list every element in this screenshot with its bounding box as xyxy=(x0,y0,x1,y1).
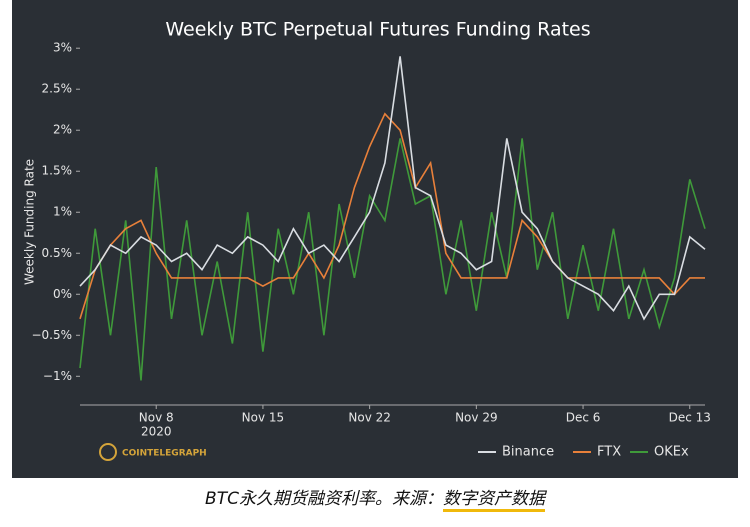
y-tick-label: 1% xyxy=(53,205,72,219)
x-tick-label: Dec 13 xyxy=(669,411,711,425)
x-tick-label: Nov 8 xyxy=(139,411,174,425)
series-line xyxy=(79,56,706,321)
source-label: COINTELEGRAPH xyxy=(122,449,207,459)
y-tick-label: 2% xyxy=(53,123,72,137)
y-tick-label: −0.5% xyxy=(31,328,72,342)
y-tick-label: 3% xyxy=(53,41,72,55)
y-tick-label: 0.5% xyxy=(42,246,73,260)
chart: Weekly BTC Perpetual Futures Funding Rat… xyxy=(12,0,738,478)
y-tick-label: 0% xyxy=(53,287,72,301)
y-tick-label: 1.5% xyxy=(42,164,73,178)
x-year-label: 2020 xyxy=(141,425,172,439)
legend-label: FTX xyxy=(597,445,621,460)
y-tick-label: 2.5% xyxy=(42,82,73,96)
x-tick-label: Nov 22 xyxy=(348,411,391,425)
caption-link[interactable]: 数字资产数据 xyxy=(442,489,545,512)
x-tick-label: Nov 15 xyxy=(242,411,285,425)
caption-text: BTC永久期货融资利率。来源： xyxy=(205,489,443,509)
chart-title: Weekly BTC Perpetual Futures Funding Rat… xyxy=(165,19,590,41)
legend-label: Binance xyxy=(502,445,554,460)
y-axis-label: Weekly Funding Rate xyxy=(23,159,37,285)
legend-label: OKEx xyxy=(654,445,689,460)
x-tick-label: Dec 6 xyxy=(566,411,601,425)
chart-background xyxy=(12,0,738,478)
y-tick-label: −1% xyxy=(43,369,72,383)
x-tick-label: Nov 29 xyxy=(455,411,498,425)
series-line xyxy=(79,112,705,320)
caption: BTC永久期货融资利率。来源：数字资产数据 xyxy=(0,484,750,512)
logo: COINTELEGRAPH xyxy=(99,443,207,461)
